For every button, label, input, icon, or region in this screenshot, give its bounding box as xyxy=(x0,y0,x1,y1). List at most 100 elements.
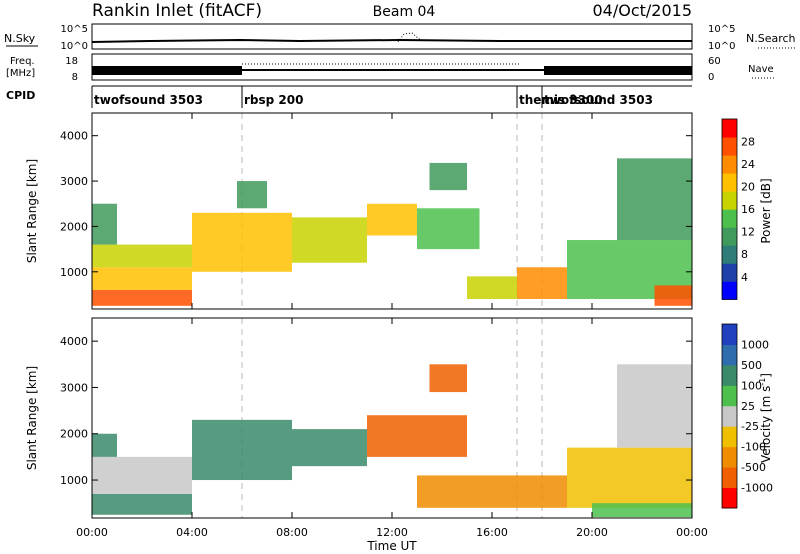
heatmap-cell xyxy=(467,276,517,300)
cpid-mode-label: themis 3300 xyxy=(519,93,603,107)
colorbar-segment xyxy=(722,446,737,468)
heatmap-cell xyxy=(92,456,192,494)
x-tick-label: 20:00 xyxy=(576,526,608,539)
heatmap-cell xyxy=(92,203,117,245)
colorbar-segment xyxy=(722,487,737,509)
velocity-panel: 1000 2000 3000 4000 00:00 04:00 08:00 12:00 16:… xyxy=(25,317,773,553)
colorbar-segment xyxy=(722,467,737,489)
freq-label-1: Freq. xyxy=(10,56,35,67)
velocity-colorbar: 1000 500 100 25 -25 -100 -500 -1000 xyxy=(721,323,773,509)
x-tick-label: 00:00 xyxy=(76,526,108,539)
velocity-y-ticks: 1000 2000 3000 4000 xyxy=(60,335,692,487)
colorbar-tick-label: -100 xyxy=(741,441,766,454)
svg-text:Velocity [m s-1]: Velocity [m s-1] xyxy=(758,373,773,463)
nave-tick-top: 60 xyxy=(708,56,721,67)
heatmap-cell xyxy=(417,208,480,250)
cpid-mode-label: twofsound 3503 xyxy=(544,93,653,107)
colorbar-tick-label: 500 xyxy=(741,359,762,372)
colorbar-tick-label: 20 xyxy=(741,181,755,194)
colorbar-segment xyxy=(722,324,737,345)
freq-tick-bottom: 8 xyxy=(72,72,78,83)
power-data-regions xyxy=(91,113,693,309)
noise-strip: N.Sky 10^5 10^0 10^5 10^0 N.Search xyxy=(4,23,796,52)
heatmap-cell xyxy=(192,419,292,481)
colorbar-segment xyxy=(722,137,737,156)
heatmap-cell xyxy=(617,158,692,241)
colorbar-segment xyxy=(722,364,737,386)
heatmap-cell xyxy=(654,285,692,306)
beam-label: Beam 04 xyxy=(373,4,436,20)
nsearch-tick-bottom: 10^0 xyxy=(708,41,735,52)
freq-tick-top: 18 xyxy=(65,56,78,67)
colorbar-segment xyxy=(722,385,737,407)
x-tick-label: 08:00 xyxy=(276,526,308,539)
power-colorbar: 4 8 12 16 20 24 28 xyxy=(721,118,755,300)
time-xlabel: Time UT xyxy=(366,539,417,553)
colorbar-segment xyxy=(722,245,737,264)
x-tick-label: 04:00 xyxy=(176,526,208,539)
colorbar-segment xyxy=(722,209,737,228)
nsky-trace xyxy=(91,38,692,43)
colorbar-tick-label: 12 xyxy=(741,226,755,239)
colorbar-tick-label: 16 xyxy=(741,203,755,216)
colorbar-segment xyxy=(722,405,737,427)
heatmap-cell xyxy=(92,267,192,290)
cpid-mode-label: rbsp 200 xyxy=(244,93,303,107)
freq-trace-band-1 xyxy=(92,66,242,75)
heatmap-cell xyxy=(429,162,467,191)
nsky-tick-top: 10^5 xyxy=(61,24,88,35)
x-tick-label: 00:00 xyxy=(676,526,708,539)
velocity-ylabel: Slant Range [km] xyxy=(25,366,39,470)
colorbar-frame xyxy=(721,118,738,300)
y-tick-label: 2000 xyxy=(60,428,88,441)
colorbar-segment xyxy=(722,281,737,300)
colorbar-tick-label: 4 xyxy=(741,271,748,284)
time-x-ticks: 00:00 04:00 08:00 12:00 16:00 20:00 00:00 xyxy=(76,526,708,539)
heatmap-cell xyxy=(367,415,467,457)
nsearch-label: N.Search xyxy=(746,32,796,45)
heatmap-cell xyxy=(92,289,192,306)
freq-strip: Freq. [MHz] 18 8 60 0 Nave xyxy=(6,53,776,83)
colorbar-tick-label: -1000 xyxy=(741,482,773,495)
y-tick-label: 1000 xyxy=(60,474,88,487)
heatmap-cell xyxy=(192,212,292,272)
nave-label: Nave xyxy=(748,64,774,75)
velocity-colorbar-label: Velocity [m s-1] xyxy=(758,373,773,463)
heatmap-cell xyxy=(429,364,467,393)
nave-tick-bottom: 0 xyxy=(708,72,714,83)
heatmap-cell xyxy=(92,244,192,268)
colorbar-tick-label: -500 xyxy=(741,461,766,474)
nsky-tick-bottom: 10^0 xyxy=(61,41,88,52)
cpid-mode-list: twofsound 3503 rbsp 200 themis 3300twofsou… xyxy=(91,86,653,108)
velocity-colorbar-label-main: Velocity [m s xyxy=(759,386,773,463)
colorbar-tick-label: -25 xyxy=(741,420,759,433)
power-panel: 1000 2000 3000 4000 Slant Range [km] 4 8 12 16… xyxy=(25,112,773,310)
colorbar-segment xyxy=(722,227,737,246)
cpid-mode-label: twofsound 3503 xyxy=(94,93,203,107)
freq-label-2: [MHz] xyxy=(6,68,35,79)
heatmap-cell xyxy=(92,493,192,515)
colorbar-tick-label: 8 xyxy=(741,248,748,261)
heatmap-cell xyxy=(517,267,567,300)
y-tick-label: 3000 xyxy=(60,381,88,394)
nsearch-trace xyxy=(397,32,425,43)
colorbar-segment xyxy=(722,191,737,210)
y-tick-label: 1000 xyxy=(60,266,88,279)
power-colorbar-label: Power [dB] xyxy=(759,178,773,243)
colorbar-tick-label: 24 xyxy=(741,158,755,171)
heatmap-cell xyxy=(567,447,692,508)
power-ylabel: Slant Range [km] xyxy=(25,159,39,263)
y-tick-label: 4000 xyxy=(60,130,88,143)
heatmap-cell xyxy=(367,203,417,236)
y-tick-label: 2000 xyxy=(60,220,88,233)
nsearch-tick-top: 10^5 xyxy=(708,24,735,35)
colorbar-tick-label: 28 xyxy=(741,136,755,149)
freq-trace-band-2 xyxy=(544,66,692,75)
velocity-data-regions xyxy=(91,318,693,518)
date-label: 04/Oct/2015 xyxy=(592,1,692,20)
heatmap-cell xyxy=(92,433,117,457)
power-panel-frame xyxy=(91,112,693,310)
heatmap-cell xyxy=(292,217,367,263)
cpid-label: CPID xyxy=(6,89,35,102)
